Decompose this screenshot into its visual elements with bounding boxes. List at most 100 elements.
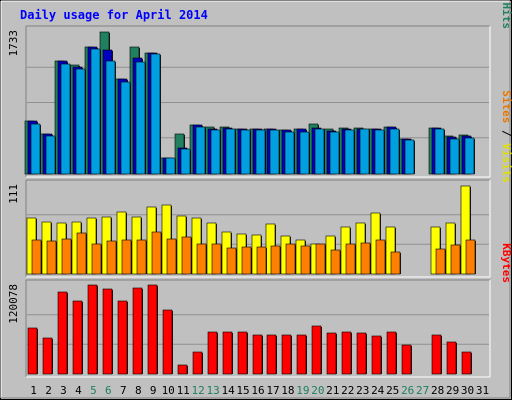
bar-sites-day-8 (136, 239, 147, 275)
bar-kbytes-day-30 (461, 351, 472, 375)
bar-pages-day-15 (240, 129, 251, 175)
bar-pages-day-25 (389, 128, 400, 175)
day-labels: 1 2 3 4 5 6 7 8 9 10 11 12 13 14 15 16 17 18 19 20 21 22 23 24 2… (30, 384, 489, 397)
bar-sites-day-25 (390, 251, 401, 275)
bar-kbytes-day-3 (57, 291, 68, 375)
bar-kbytes-day-5 (87, 284, 98, 375)
bar-sites-day-12 (196, 243, 207, 275)
day-label: 30 (461, 384, 474, 397)
bar-kbytes-day-22 (341, 331, 352, 375)
panel-kbytes-legend: KBytes (500, 243, 512, 283)
day-label: 7 (120, 384, 127, 397)
bar-kbytes-day-11 (177, 364, 188, 375)
bar-pages-day-23 (359, 128, 370, 175)
bar-sites-day-22 (345, 243, 356, 275)
bar-sites-day-29 (450, 244, 461, 275)
bar-kbytes-day-15 (237, 331, 248, 375)
day-label: 21 (326, 384, 339, 397)
bar-pages-day-3 (60, 63, 71, 175)
bar-sites-day-30 (465, 239, 476, 275)
day-label: 31 (476, 384, 489, 397)
chart-title: Daily usage for April 2014 (20, 8, 208, 22)
bar-sites-day-21 (330, 249, 341, 275)
day-label: 4 (75, 384, 82, 397)
legend-entry: / (500, 0, 512, 3)
legend-entry: Sites (500, 90, 512, 123)
bar-sites-day-17 (270, 245, 281, 275)
bar-pages-day-4 (75, 68, 86, 175)
bar-pages-day-26 (404, 139, 415, 175)
day-label: 14 (221, 384, 235, 397)
panel-visits-max-label: 111 (7, 184, 20, 204)
panel-visits: 111 Sites / Visits (7, 90, 512, 278)
bar-sites-day-16 (256, 246, 267, 275)
bar-kbytes-day-2 (42, 337, 53, 375)
bar-pages-day-22 (344, 129, 355, 175)
bar-pages-day-16 (255, 129, 266, 175)
bar-sites-day-14 (226, 247, 237, 275)
day-label: 19 (296, 384, 309, 397)
bar-pages-day-2 (45, 135, 56, 175)
bar-pages-day-10 (165, 157, 176, 175)
day-label: 9 (150, 384, 157, 397)
bar-sites-day-23 (360, 242, 371, 275)
bar-sites-day-11 (181, 236, 192, 275)
bar-kbytes-day-14 (222, 331, 233, 375)
bar-sites-day-4 (76, 232, 87, 275)
bar-sites-day-20 (315, 243, 326, 275)
day-label: 29 (446, 384, 459, 397)
bar-pages-day-14 (225, 128, 236, 175)
day-label: 10 (162, 384, 175, 397)
day-label: 8 (135, 384, 142, 397)
bar-pages-day-24 (374, 129, 385, 175)
bar-kbytes-day-25 (386, 331, 397, 375)
bar-pages-day-5 (90, 48, 101, 175)
bar-kbytes-day-28 (431, 334, 442, 375)
series-pages (30, 48, 475, 175)
bar-kbytes-day-29 (446, 341, 457, 375)
day-label: 28 (431, 384, 444, 397)
day-label: 3 (60, 384, 67, 397)
day-label: 26 (401, 384, 414, 397)
bar-pages-day-21 (329, 131, 340, 175)
series-kbytes (27, 284, 472, 375)
bar-kbytes-day-19 (296, 334, 307, 375)
bar-pages-day-18 (284, 131, 295, 175)
day-label: 20 (311, 384, 324, 397)
bar-pages-day-19 (299, 131, 310, 175)
panel-kbytes-max-label: 120078 (7, 284, 20, 324)
panel-hits-legend: Pages / Files / Hits (500, 0, 512, 29)
day-label: 5 (90, 384, 97, 397)
bar-kbytes-day-18 (281, 334, 292, 375)
bar-kbytes-day-12 (192, 351, 203, 375)
bar-visits-day-30 (460, 185, 471, 275)
bar-pages-day-6 (105, 60, 116, 175)
bar-sites-day-13 (211, 243, 222, 275)
bar-sites-day-1 (31, 239, 42, 275)
day-label: 1 (30, 384, 37, 397)
day-label: 17 (266, 384, 279, 397)
bar-pages-day-8 (135, 61, 146, 175)
day-label: 16 (251, 384, 264, 397)
bar-kbytes-day-7 (117, 300, 128, 375)
day-label: 12 (191, 384, 204, 397)
day-label: 2 (45, 384, 52, 397)
bar-kbytes-day-16 (252, 334, 263, 375)
legend-entry: Visits (500, 143, 512, 183)
bar-pages-day-29 (449, 138, 460, 175)
bar-pages-day-9 (150, 53, 161, 175)
day-label: 23 (356, 384, 369, 397)
day-label: 22 (341, 384, 354, 397)
bar-sites-day-3 (61, 238, 72, 275)
bar-pages-day-13 (210, 129, 221, 175)
bar-kbytes-day-4 (72, 300, 83, 375)
chart-panels: 1733 Pages / Files / Hits 111 Sites / Visit… (7, 0, 512, 378)
series-sites (31, 231, 476, 275)
bar-sites-day-15 (241, 246, 252, 275)
bar-pages-day-17 (269, 129, 280, 175)
bar-sites-day-7 (121, 239, 132, 275)
bar-sites-day-19 (300, 245, 311, 275)
bar-sites-day-9 (151, 231, 162, 275)
bar-kbytes-day-20 (311, 325, 322, 375)
